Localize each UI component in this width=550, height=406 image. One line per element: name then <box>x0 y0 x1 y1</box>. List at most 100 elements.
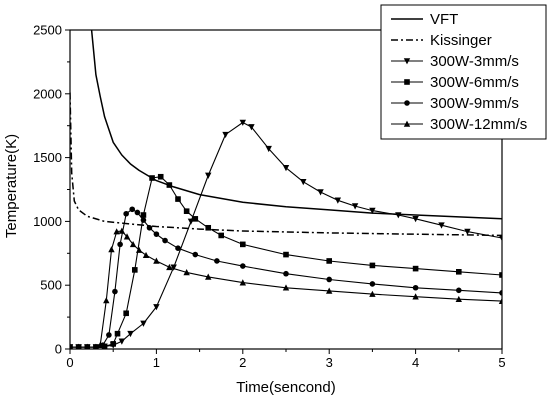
series-5-point <box>326 287 333 294</box>
series-2-point <box>412 216 419 223</box>
series-5-point <box>118 227 126 234</box>
series-2-point <box>498 235 502 242</box>
series-3-point <box>157 173 164 180</box>
series-5-point <box>142 251 150 259</box>
series-4-point <box>146 224 153 231</box>
series-4-point <box>162 237 168 244</box>
series-3-point <box>166 182 173 188</box>
series-3-point <box>369 262 376 269</box>
y-axis-title: Temperature(K) <box>3 134 20 238</box>
series-2-point <box>140 320 147 327</box>
series-3-point <box>240 241 246 248</box>
legend-label: 300W-9mm/s <box>430 95 519 112</box>
x-tick-label: 1 <box>153 355 160 370</box>
legend-label: 300W-12mm/s <box>430 116 527 133</box>
series-3-point <box>499 272 502 278</box>
series-4-point <box>412 284 419 291</box>
series-5-point <box>412 293 419 300</box>
legend-label: VFT <box>430 11 458 28</box>
y-tick-label: 2500 <box>33 23 62 38</box>
legend-marker <box>404 100 410 106</box>
legend-label: 300W-6mm/s <box>430 74 519 91</box>
series-3-point <box>326 258 332 264</box>
series-3-point <box>110 341 116 347</box>
x-tick-label: 0 <box>66 355 73 370</box>
series-4-point <box>192 251 199 258</box>
series-2-point <box>317 189 324 196</box>
series-2-point <box>395 212 402 219</box>
series-5-point <box>498 297 502 304</box>
legend-marker <box>403 58 411 65</box>
series-4-point <box>326 276 333 283</box>
series-2-point <box>153 304 160 311</box>
series-3-point <box>183 208 190 214</box>
legend-marker <box>403 120 411 127</box>
series-2-point <box>127 330 134 338</box>
series-2-point <box>118 338 126 345</box>
series-4-point <box>456 287 462 294</box>
series-3-point <box>218 232 224 239</box>
legend-box <box>380 4 547 140</box>
y-tick-label: 2000 <box>33 86 62 101</box>
series-3-point <box>114 330 121 337</box>
series-4-point <box>123 210 129 217</box>
series-2-point <box>464 228 471 236</box>
series-2-point <box>265 145 272 153</box>
x-tick-label: 5 <box>498 355 505 370</box>
series-5-point <box>70 343 73 349</box>
series-5-point <box>183 269 190 276</box>
y-tick-label: 500 <box>40 278 62 293</box>
series-0-line <box>90 30 502 220</box>
series-5-point <box>113 228 120 235</box>
series-4-point <box>175 245 181 251</box>
series-2-point <box>300 179 307 186</box>
series-1-line <box>70 92 502 237</box>
series-4-point <box>112 288 118 295</box>
series-group <box>70 30 502 349</box>
series-5-point <box>108 246 115 253</box>
series-4-point <box>106 332 112 338</box>
series-4-point <box>129 206 136 213</box>
series-2-point <box>170 264 177 271</box>
legend-label: Kissinger <box>430 32 492 49</box>
series-3-point <box>412 265 419 272</box>
legend-label: 300W-3mm/s <box>430 53 519 70</box>
series-3-point <box>149 175 155 181</box>
series-5-point <box>103 297 110 304</box>
series-2-point <box>334 197 342 204</box>
series-3-point <box>205 224 212 231</box>
series-5-point <box>123 233 131 240</box>
series-3-point <box>123 310 129 317</box>
series-3-point <box>192 216 199 222</box>
series-5-point <box>282 284 290 291</box>
series-4-point <box>499 290 502 296</box>
series-2-line <box>70 121 502 348</box>
series-4-point <box>283 270 289 277</box>
series-5-point <box>166 263 173 271</box>
x-tick-label: 2 <box>239 355 246 370</box>
plot-area <box>70 30 502 349</box>
series-5-point <box>75 343 82 349</box>
series-5-point <box>135 246 143 253</box>
series-4-line <box>70 208 502 348</box>
series-4-point <box>117 241 123 248</box>
x-tick-label: 4 <box>412 355 419 370</box>
series-5-point <box>84 343 91 349</box>
series-2-point <box>282 165 290 172</box>
series-4-point <box>153 231 160 237</box>
series-4-point <box>214 258 220 264</box>
series-5-point <box>129 240 137 248</box>
x-axis-title: Time(sencond) <box>236 379 335 396</box>
series-5-point <box>455 295 462 303</box>
series-2-point <box>248 124 255 131</box>
series-3-point <box>140 212 147 218</box>
series-4-point <box>134 209 141 216</box>
y-tick-label: 1000 <box>33 214 62 229</box>
series-4-point <box>240 263 246 269</box>
series-4-point <box>369 281 376 287</box>
series-2-point <box>369 207 376 214</box>
axes: 0 1 2 3 4 5 0 500 1000 1500 2000 2500 <box>33 23 506 371</box>
legend: VFT Kissinger 300W-3mm/s 300W-6mm/s 300W-9mm… <box>380 4 547 140</box>
